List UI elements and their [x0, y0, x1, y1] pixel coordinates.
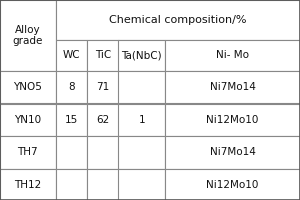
Bar — [0, 136, 56, 168]
Bar — [56, 136, 87, 168]
Text: Alloy
grade: Alloy grade — [13, 25, 43, 46]
Text: YNO5: YNO5 — [13, 82, 42, 92]
Bar — [56, 40, 87, 71]
Text: Ni- Mo: Ni- Mo — [216, 50, 249, 60]
Bar — [56, 168, 87, 200]
Bar — [56, 0, 300, 40]
Text: Ni12Mo10: Ni12Mo10 — [206, 115, 259, 125]
Text: WC: WC — [62, 50, 80, 60]
Text: TiC: TiC — [94, 50, 111, 60]
Text: TH12: TH12 — [14, 180, 41, 190]
Text: Ta(NbC): Ta(NbC) — [122, 50, 162, 60]
Bar — [87, 136, 119, 168]
Text: Ni7Mo14: Ni7Mo14 — [210, 82, 255, 92]
Bar — [118, 168, 165, 200]
Bar — [165, 104, 300, 136]
Bar — [165, 168, 300, 200]
Bar — [0, 168, 56, 200]
Bar — [87, 71, 119, 103]
Bar — [56, 104, 87, 136]
Bar — [165, 71, 300, 103]
Bar — [87, 104, 119, 136]
Bar — [118, 104, 165, 136]
Text: 1: 1 — [138, 115, 145, 125]
Bar — [0, 104, 56, 136]
Bar — [56, 71, 87, 103]
Bar — [0, 0, 56, 71]
Text: TH7: TH7 — [17, 147, 38, 157]
Bar — [165, 136, 300, 168]
Text: Ni7Mo14: Ni7Mo14 — [210, 147, 255, 157]
Text: 15: 15 — [64, 115, 78, 125]
Text: YN10: YN10 — [14, 115, 41, 125]
Bar — [87, 40, 119, 71]
Text: Chemical composition/%: Chemical composition/% — [109, 15, 247, 25]
Text: 71: 71 — [96, 82, 110, 92]
Bar — [118, 71, 165, 103]
Bar — [118, 136, 165, 168]
Bar — [0, 71, 56, 103]
Bar — [118, 40, 165, 71]
Text: Ni12Mo10: Ni12Mo10 — [206, 180, 259, 190]
Bar — [165, 40, 300, 71]
Text: 8: 8 — [68, 82, 75, 92]
Text: 62: 62 — [96, 115, 110, 125]
Bar — [87, 168, 119, 200]
